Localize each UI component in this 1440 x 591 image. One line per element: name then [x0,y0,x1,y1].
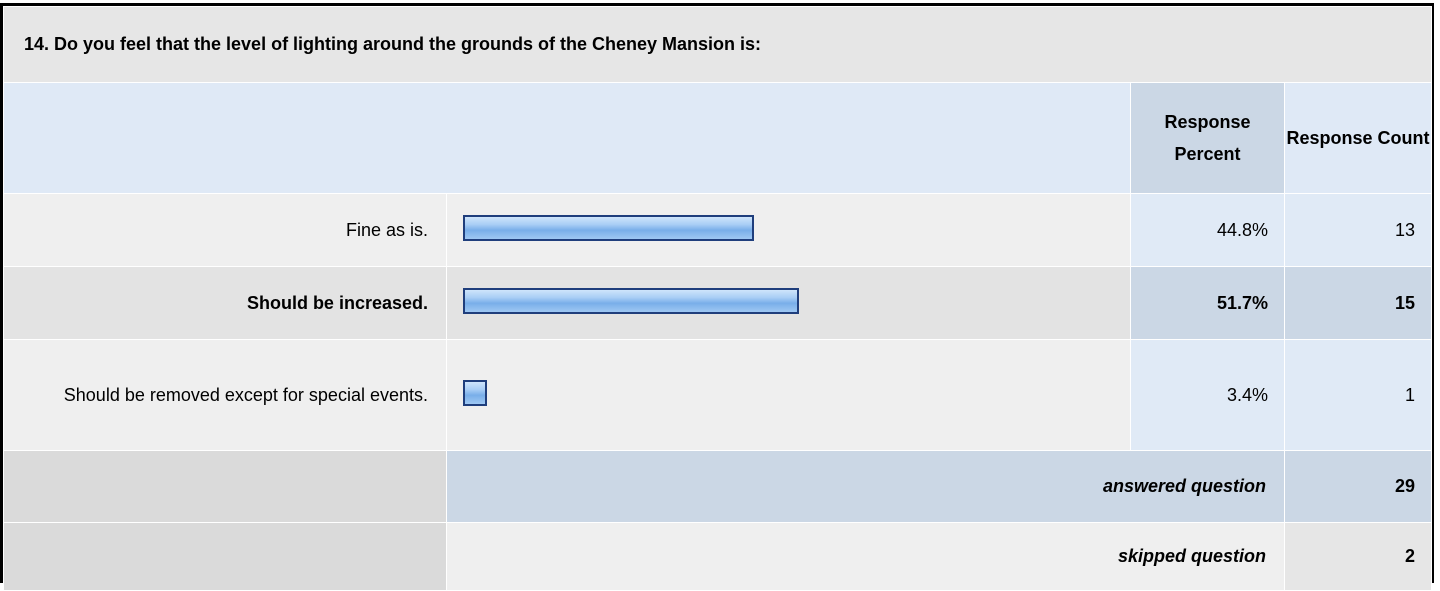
skipped-question-label: skipped question [446,522,1285,591]
answered-question-label: answered question [446,450,1285,523]
response-percent: 51.7% [1130,266,1285,340]
answered-question-count: 29 [1284,450,1432,523]
skipped-question-count: 2 [1284,522,1432,591]
table-row: Fine as is. 44.8% 13 [3,193,1432,267]
answer-label: Fine as is. [3,193,447,267]
table-row: Should be removed except for special eve… [3,339,1432,451]
response-percent: 44.8% [1130,193,1285,267]
response-count: 13 [1284,193,1432,267]
table-row: Should be increased. 51.7% 15 [3,266,1432,340]
bar-cell [446,266,1131,340]
header-spacer [3,82,1131,194]
response-count: 1 [1284,339,1432,451]
percent-bar [463,215,754,241]
survey-question-panel: 14. Do you feel that the level of lighti… [0,3,1434,591]
response-count: 15 [1284,266,1432,340]
percent-bar [463,288,799,314]
percent-bar [463,380,487,406]
answer-label: Should be increased. [3,266,447,340]
footer-spacer [3,450,447,523]
bar-cell [446,339,1131,451]
footer-spacer [3,522,447,591]
header-response-percent: Response Percent [1130,82,1285,194]
survey-results-table: 14. Do you feel that the level of lighti… [3,6,1432,591]
response-percent: 3.4% [1130,339,1285,451]
header-response-count: Response Count [1284,82,1432,194]
bar-cell [446,193,1131,267]
answer-label: Should be removed except for special eve… [3,339,447,451]
question-title: 14. Do you feel that the level of lighti… [3,6,1432,83]
